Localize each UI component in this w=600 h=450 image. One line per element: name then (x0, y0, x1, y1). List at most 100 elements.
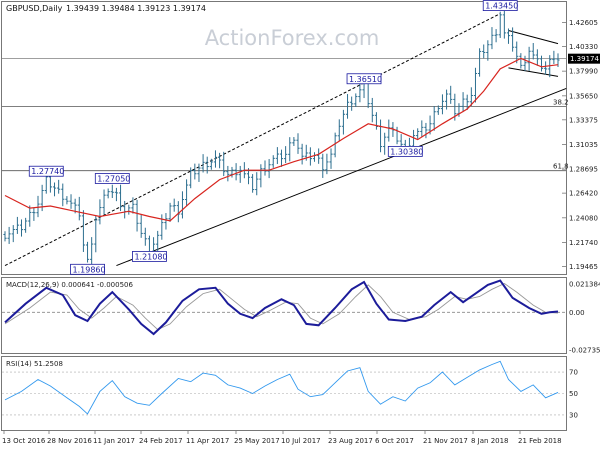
price-bar (354, 93, 358, 108)
price-bar (292, 137, 296, 147)
ohlc-readout: 1.39439 1.39484 1.39123 1.39174 (66, 4, 206, 13)
trend-channel-dashed (4, 13, 501, 267)
price-label-text: 1.19860 (73, 265, 106, 274)
price-label: 1.36510 (346, 73, 382, 85)
price-bar (321, 153, 325, 178)
price-bar (110, 184, 114, 198)
price-bar (77, 196, 81, 221)
price-bar (65, 196, 69, 205)
price-bar (486, 40, 490, 61)
price-bar (506, 28, 511, 44)
rsi-y-tick-label: 70 (569, 369, 578, 377)
price-bar (217, 152, 222, 169)
price-bar (180, 191, 185, 219)
price-bar (168, 202, 172, 222)
price-bar (535, 49, 539, 66)
price-bar (279, 149, 284, 167)
price-bar (544, 61, 548, 75)
price-bar (345, 94, 350, 119)
price-bar (44, 173, 48, 194)
price-label: 1.27740 (28, 165, 64, 177)
price-bar (118, 184, 123, 212)
price-bar (98, 199, 102, 225)
macd-line (4, 279, 559, 336)
price-bar (469, 87, 473, 107)
price-bar (465, 94, 469, 110)
price-bar (519, 53, 523, 69)
price-labels: 1.27740 1.27050 1.19860 1.21080 1.36510 1.303… (28, 0, 518, 275)
price-bar (449, 85, 453, 104)
current-price-label: 1.39174 (570, 55, 599, 63)
price-bar (436, 105, 440, 115)
trend-line (508, 29, 559, 45)
price-label-text: 1.21080 (134, 252, 167, 261)
price-bar (444, 89, 449, 110)
price-y-tick-label: 1.21740 (569, 239, 598, 247)
price-bar (255, 172, 259, 196)
x-tick-label: 11 Apr 2017 (186, 437, 229, 445)
rsi-y-tick-label: 30 (569, 411, 578, 419)
price-bar (205, 156, 209, 174)
macd-y-axis: 0.021384 0.00 -0.027353 (569, 281, 600, 355)
price-label: 1.30380 (387, 145, 423, 157)
price-y-tick-label: 1.19465 (569, 263, 598, 271)
price-bar (325, 153, 329, 175)
fib-labels: 38.2 61.8 (553, 98, 569, 170)
price-label-box (28, 165, 64, 177)
price-bar (527, 46, 531, 71)
x-tick-label: 6 Oct 2017 (375, 437, 414, 445)
price-bar (176, 201, 180, 223)
price-bar (226, 165, 230, 182)
rsi-y-axis: 70 50 30 (569, 369, 578, 420)
price-bar (494, 29, 498, 43)
price-bar (222, 151, 226, 177)
price-label-text: 1.27740 (31, 167, 64, 176)
price-label-box (387, 145, 423, 157)
price-bar (15, 216, 19, 234)
macd-panel-frame (1, 277, 567, 354)
rsi-y-tick-label: 50 (569, 390, 578, 398)
price-bar (209, 158, 213, 170)
macd-title: MACD(12,26,9) 0.000641 -0.000506 (6, 281, 133, 289)
price-bar (52, 182, 57, 197)
macd-signal-line (4, 282, 559, 331)
price-bar (234, 163, 238, 181)
price-bar (350, 96, 354, 111)
price-bar (531, 43, 535, 60)
price-y-tick-label: 1.31035 (569, 141, 598, 149)
price-bar (3, 231, 7, 242)
price-bar (358, 82, 362, 103)
price-label-text: 1.43450 (485, 2, 518, 11)
x-tick-label: 10 Jul 2017 (281, 437, 321, 445)
price-bar (420, 120, 424, 138)
x-axis: 13 Oct 2016 28 Nov 2016 11 Jan 2017 24 Feb … (2, 431, 562, 445)
price-bar (238, 165, 242, 183)
price-bar (139, 215, 143, 238)
price-bar (156, 230, 160, 253)
price-bar (189, 167, 193, 189)
price-bar (69, 194, 73, 209)
price-bar (473, 67, 478, 103)
price-bar (32, 208, 36, 221)
panel-frames (1, 1, 567, 431)
price-gridlines (2, 58, 566, 172)
price-label: 1.21080 (132, 251, 168, 262)
price-label-box (482, 0, 518, 11)
price-bar (19, 219, 24, 237)
price-bar (300, 143, 304, 165)
price-bar (24, 217, 28, 233)
moving-average-line (4, 57, 559, 222)
price-bar (57, 179, 61, 194)
price-bar (7, 226, 11, 244)
x-tick-label: 11 Jan 2017 (93, 437, 135, 445)
price-label: 1.43450 (482, 0, 518, 11)
price-bar (193, 163, 197, 180)
price-bar (135, 199, 139, 232)
price-y-tick-label: 1.33375 (569, 116, 598, 124)
price-bar (271, 155, 275, 168)
price-bar (61, 183, 65, 207)
price-bar (94, 215, 98, 253)
price-label-box (132, 251, 167, 262)
chart-title: GBPUSD,Daily (6, 4, 63, 13)
